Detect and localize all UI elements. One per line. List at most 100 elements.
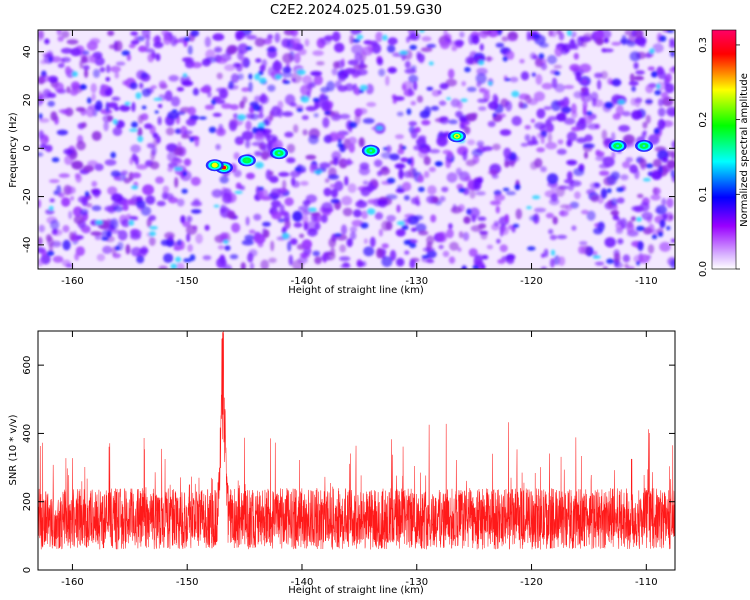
heatmap-cell bbox=[47, 236, 54, 247]
heatmap-cell bbox=[503, 147, 512, 159]
heatmap-cell bbox=[387, 37, 398, 45]
heatmap-cell bbox=[652, 43, 664, 53]
heatmap-cell bbox=[409, 44, 418, 51]
heatmap-cell bbox=[141, 30, 151, 38]
heatmap-cell bbox=[509, 76, 519, 83]
heatmap-cell bbox=[183, 158, 192, 167]
heatmap-cell bbox=[192, 88, 200, 96]
heatmap-cell bbox=[622, 254, 631, 263]
heatmap-cell bbox=[245, 120, 252, 131]
heatmap-cell bbox=[91, 93, 96, 102]
heatmap-cell bbox=[337, 75, 346, 82]
heatmap-cell bbox=[612, 214, 619, 221]
heatmap-cell bbox=[253, 150, 262, 156]
heatmap-cell bbox=[305, 105, 317, 112]
heatmap-cell bbox=[606, 188, 612, 194]
heatmap-cell bbox=[213, 204, 220, 208]
heatmap-cell bbox=[375, 125, 383, 131]
heatmap-cell bbox=[185, 118, 197, 126]
heatmap-cell bbox=[61, 30, 70, 39]
heatmap-cell bbox=[458, 187, 466, 193]
heatmap-cell bbox=[45, 144, 53, 153]
heatmap-cell bbox=[300, 96, 310, 103]
heatmap-cell bbox=[87, 160, 98, 167]
heatmap-cell bbox=[66, 39, 79, 45]
x-tick-label: -150 bbox=[176, 577, 199, 588]
heatmap-cell bbox=[395, 134, 404, 140]
heatmap-cell bbox=[548, 198, 560, 206]
heatmap-cell bbox=[284, 94, 296, 106]
heatmap-cell bbox=[320, 214, 328, 223]
heatmap-cell bbox=[526, 30, 531, 42]
heatmap-cell bbox=[286, 157, 296, 164]
heatmap-cell bbox=[328, 237, 337, 248]
heatmap-cell bbox=[90, 54, 96, 64]
heatmap-cell bbox=[38, 31, 45, 42]
heatmap-cell bbox=[223, 264, 232, 269]
heatmap-cell bbox=[397, 185, 404, 191]
heatmap-cell bbox=[110, 170, 121, 178]
heatmap-cell bbox=[533, 91, 546, 102]
heatmap-cell bbox=[362, 118, 375, 124]
heatmap-cell bbox=[571, 126, 581, 132]
heatmap-cell bbox=[190, 201, 202, 207]
snr-series-line bbox=[38, 331, 675, 550]
heatmap-cell bbox=[114, 245, 120, 251]
heatmap-cell bbox=[344, 176, 349, 186]
heatmap-cell bbox=[348, 143, 355, 153]
heatmap-cell bbox=[584, 151, 588, 159]
heatmap-cell bbox=[469, 189, 476, 199]
heatmap-cell bbox=[284, 131, 294, 138]
heatmap-cell bbox=[550, 249, 556, 256]
heatmap-cell bbox=[291, 77, 297, 83]
x-tick-label: -120 bbox=[520, 577, 543, 588]
heatmap-cell bbox=[84, 69, 89, 78]
heatmap-cell bbox=[173, 147, 184, 156]
heatmap-cell bbox=[566, 30, 572, 37]
heatmap-cell bbox=[163, 193, 174, 200]
heatmap-cell bbox=[419, 110, 430, 119]
heatmap-cell bbox=[448, 223, 453, 230]
heatmap-cell bbox=[622, 161, 631, 169]
heatmap-cell bbox=[231, 222, 241, 233]
heatmap-cell bbox=[535, 74, 543, 85]
heatmap-field bbox=[38, 30, 675, 269]
heatmap-cell bbox=[69, 88, 79, 96]
heatmap-cell bbox=[645, 52, 652, 59]
heatmap-cell bbox=[260, 93, 267, 103]
heatmap-cell bbox=[313, 74, 323, 86]
heatmap-cell bbox=[556, 234, 568, 240]
heatmap-cell bbox=[662, 96, 674, 107]
x-tick-label: -110 bbox=[635, 276, 658, 287]
heatmap-cell bbox=[471, 34, 480, 45]
heatmap-cell bbox=[416, 95, 424, 103]
heatmap-cell bbox=[162, 185, 170, 194]
heatmap-cell bbox=[401, 224, 409, 231]
heatmap-cell bbox=[50, 111, 58, 121]
heatmap-cell bbox=[442, 149, 452, 155]
heatmap-cell bbox=[399, 50, 408, 55]
heatmap-cell bbox=[563, 117, 576, 125]
heatmap-cell bbox=[624, 30, 634, 36]
heatmap-cell bbox=[282, 111, 294, 117]
x-tick-label: -150 bbox=[176, 276, 199, 287]
heatmap-cell bbox=[180, 75, 191, 85]
heatmap-cell bbox=[237, 114, 246, 121]
heatmap-cell bbox=[636, 261, 641, 266]
heatmap-cell bbox=[511, 90, 520, 98]
x-tick-label: -130 bbox=[405, 577, 428, 588]
heatmap-cell bbox=[140, 245, 148, 256]
heatmap-feature bbox=[447, 130, 466, 143]
heatmap-cell bbox=[319, 36, 332, 46]
colorbar-tick-label: 0.2 bbox=[698, 112, 709, 128]
heatmap-cell bbox=[187, 106, 197, 116]
heatmap-cell bbox=[126, 53, 132, 62]
heatmap-cell bbox=[323, 187, 332, 197]
heatmap-cell bbox=[530, 161, 538, 170]
heatmap-cell bbox=[376, 199, 389, 205]
heatmap-cell bbox=[556, 148, 567, 155]
heatmap-cell bbox=[253, 213, 262, 221]
heatmap-cell bbox=[112, 127, 123, 136]
heatmap-cell bbox=[130, 40, 140, 45]
heatmap-cell bbox=[557, 139, 564, 145]
